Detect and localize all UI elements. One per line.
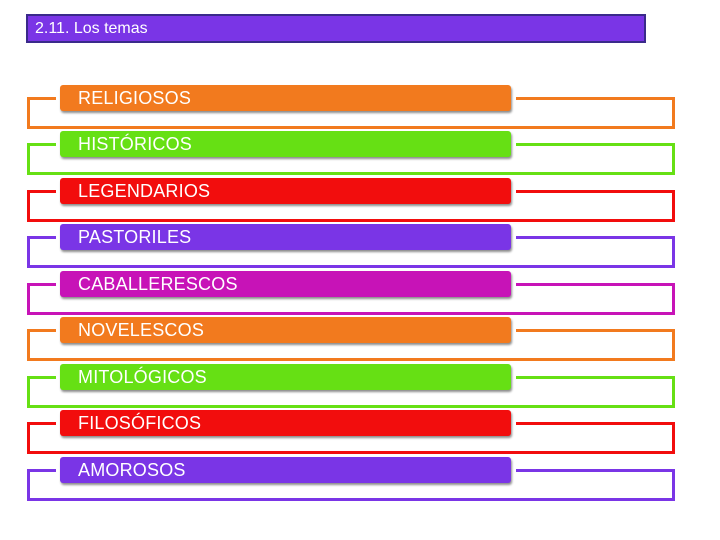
item-label: PASTORILES: [78, 226, 192, 247]
item-label: MITOLÓGICOS: [78, 366, 207, 387]
list-item: FILOSÓFICOS: [0, 410, 720, 454]
item-bar: FILOSÓFICOS: [60, 410, 511, 436]
item-bar: HISTÓRICOS: [60, 131, 511, 157]
item-label: RELIGIOSOS: [78, 87, 192, 108]
item-bar: PASTORILES: [60, 224, 511, 250]
list-item: NOVELESCOS: [0, 317, 720, 361]
list-item: CABALLERESCOS: [0, 271, 720, 315]
item-label: CABALLERESCOS: [78, 273, 238, 294]
list-item: AMOROSOS: [0, 457, 720, 501]
item-bar: NOVELESCOS: [60, 317, 511, 343]
item-label: HISTÓRICOS: [78, 133, 193, 154]
item-bar: LEGENDARIOS: [60, 178, 511, 204]
page-title-text: 2.11. Los temas: [35, 19, 148, 37]
item-label: NOVELESCOS: [78, 319, 205, 340]
item-bar: AMOROSOS: [60, 457, 511, 483]
list-item: HISTÓRICOS: [0, 131, 720, 175]
list-item: MITOLÓGICOS: [0, 364, 720, 408]
item-label: FILOSÓFICOS: [78, 412, 202, 433]
list-item: PASTORILES: [0, 224, 720, 268]
list-item: RELIGIOSOS: [0, 85, 720, 129]
item-bar: CABALLERESCOS: [60, 271, 511, 297]
item-bar: RELIGIOSOS: [60, 85, 511, 111]
page-title: 2.11. Los temas: [26, 14, 646, 43]
item-label: LEGENDARIOS: [78, 180, 211, 201]
list-item: LEGENDARIOS: [0, 178, 720, 222]
item-label: AMOROSOS: [78, 459, 186, 480]
item-bar: MITOLÓGICOS: [60, 364, 511, 390]
